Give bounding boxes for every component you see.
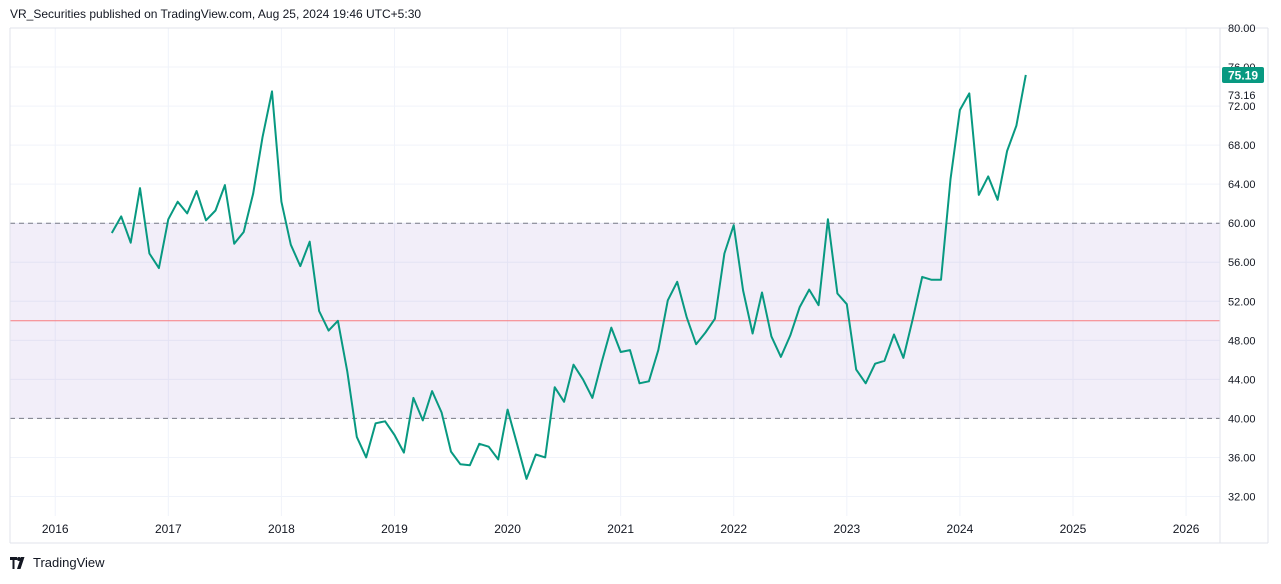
x-tick-label: 2026: [1173, 522, 1200, 536]
y-tick-label: 32.00: [1228, 491, 1256, 503]
footer-brand[interactable]: TradingView: [10, 555, 105, 570]
x-tick-label: 2021: [607, 522, 634, 536]
x-tick-label: 2017: [155, 522, 182, 536]
price-labels: 73.16 75.19: [1222, 66, 1266, 102]
last-price-badge: [1222, 66, 1264, 83]
y-tick-label: 64.00: [1228, 179, 1256, 191]
x-tick-label: 2016: [42, 522, 69, 536]
footer-brand-text: TradingView: [33, 555, 105, 570]
y-tick-label: 72.00: [1228, 101, 1256, 113]
y-tick-label: 68.00: [1228, 140, 1256, 152]
publisher-header: VR_Securities published on TradingView.c…: [10, 7, 422, 21]
x-tick-label: 2024: [947, 522, 974, 536]
y-tick-label: 80.00: [1228, 23, 1256, 35]
series-line: [110, 74, 1027, 480]
marker-price-label: 73.16: [1228, 90, 1256, 102]
x-tick-label: 2019: [381, 522, 408, 536]
rsi-band: [10, 222, 1220, 419]
y-tick-label: 52.00: [1228, 296, 1256, 308]
y-tick-label: 40.00: [1228, 413, 1256, 425]
y-tick-label: 44.00: [1228, 374, 1256, 386]
x-tick-label: 2022: [720, 522, 747, 536]
tradingview-logo-icon: [10, 556, 25, 569]
y-tick-label: 56.00: [1228, 257, 1256, 269]
x-tick-label: 2020: [494, 522, 521, 536]
axes: [9, 27, 1269, 544]
x-axis-ticks: 2016 2017 2018 2019 2020 2021 2022 2023 2024 2025…: [42, 522, 1200, 536]
series-layer: [110, 74, 1027, 480]
y-tick-label: 36.00: [1228, 452, 1256, 464]
last-price-label: 75.19: [1228, 68, 1258, 82]
marker-label-bg: [1222, 87, 1266, 102]
y-tick-label: 48.00: [1228, 335, 1256, 347]
x-tick-label: 2025: [1060, 522, 1087, 536]
x-tick-label: 2023: [833, 522, 860, 536]
x-tick-label: 2018: [268, 522, 295, 536]
y-tick-label: 60.00: [1228, 218, 1256, 230]
